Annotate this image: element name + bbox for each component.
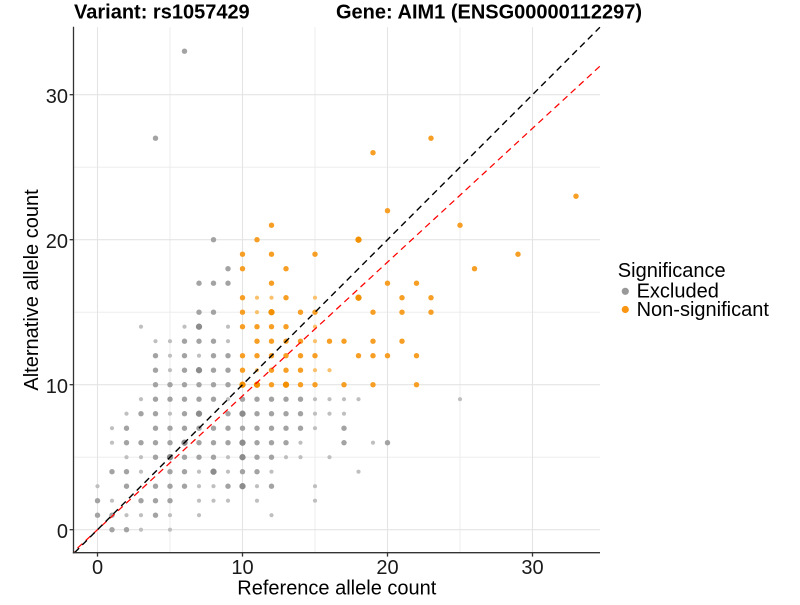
- svg-text:30: 30: [46, 86, 68, 108]
- svg-text:0: 0: [92, 557, 103, 579]
- svg-text:10: 10: [231, 557, 253, 579]
- svg-text:30: 30: [521, 557, 543, 579]
- svg-text:20: 20: [376, 557, 398, 579]
- svg-text:Non-significant: Non-significant: [637, 299, 770, 321]
- svg-text:Variant: rs1057429: Variant: rs1057429: [74, 2, 250, 24]
- svg-text:10: 10: [46, 376, 68, 398]
- svg-text:Alternative allele count: Alternative allele count: [21, 189, 43, 391]
- svg-text:Significance: Significance: [618, 260, 726, 282]
- svg-text:20: 20: [46, 231, 68, 253]
- svg-text:Gene: AIM1 (ENSG00000112297): Gene: AIM1 (ENSG00000112297): [336, 2, 642, 24]
- svg-text:0: 0: [57, 521, 68, 543]
- svg-text:Excluded: Excluded: [637, 281, 719, 303]
- svg-text:Reference allele count: Reference allele count: [237, 578, 436, 600]
